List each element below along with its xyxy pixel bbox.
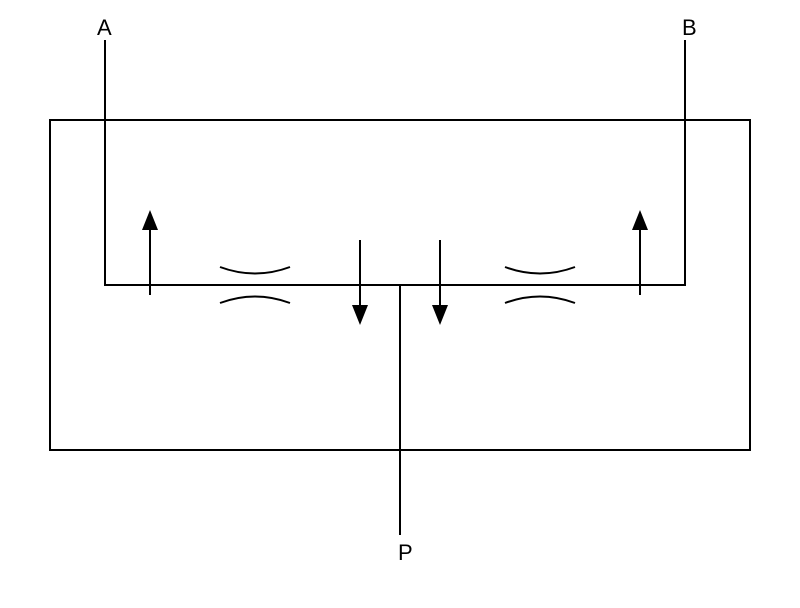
port-a-label: A: [97, 15, 112, 40]
port-b-label: B: [682, 15, 697, 40]
flow-arrow-up-left-icon: [142, 210, 158, 295]
inner-chamber-rect: [105, 120, 685, 285]
flow-arrow-down-right-icon: [432, 240, 448, 325]
schematic-diagram: A B P: [0, 0, 800, 608]
flow-arrow-down-left-icon: [352, 240, 368, 325]
port-p-label: P: [398, 540, 413, 565]
flow-arrow-up-right-icon: [632, 210, 648, 295]
